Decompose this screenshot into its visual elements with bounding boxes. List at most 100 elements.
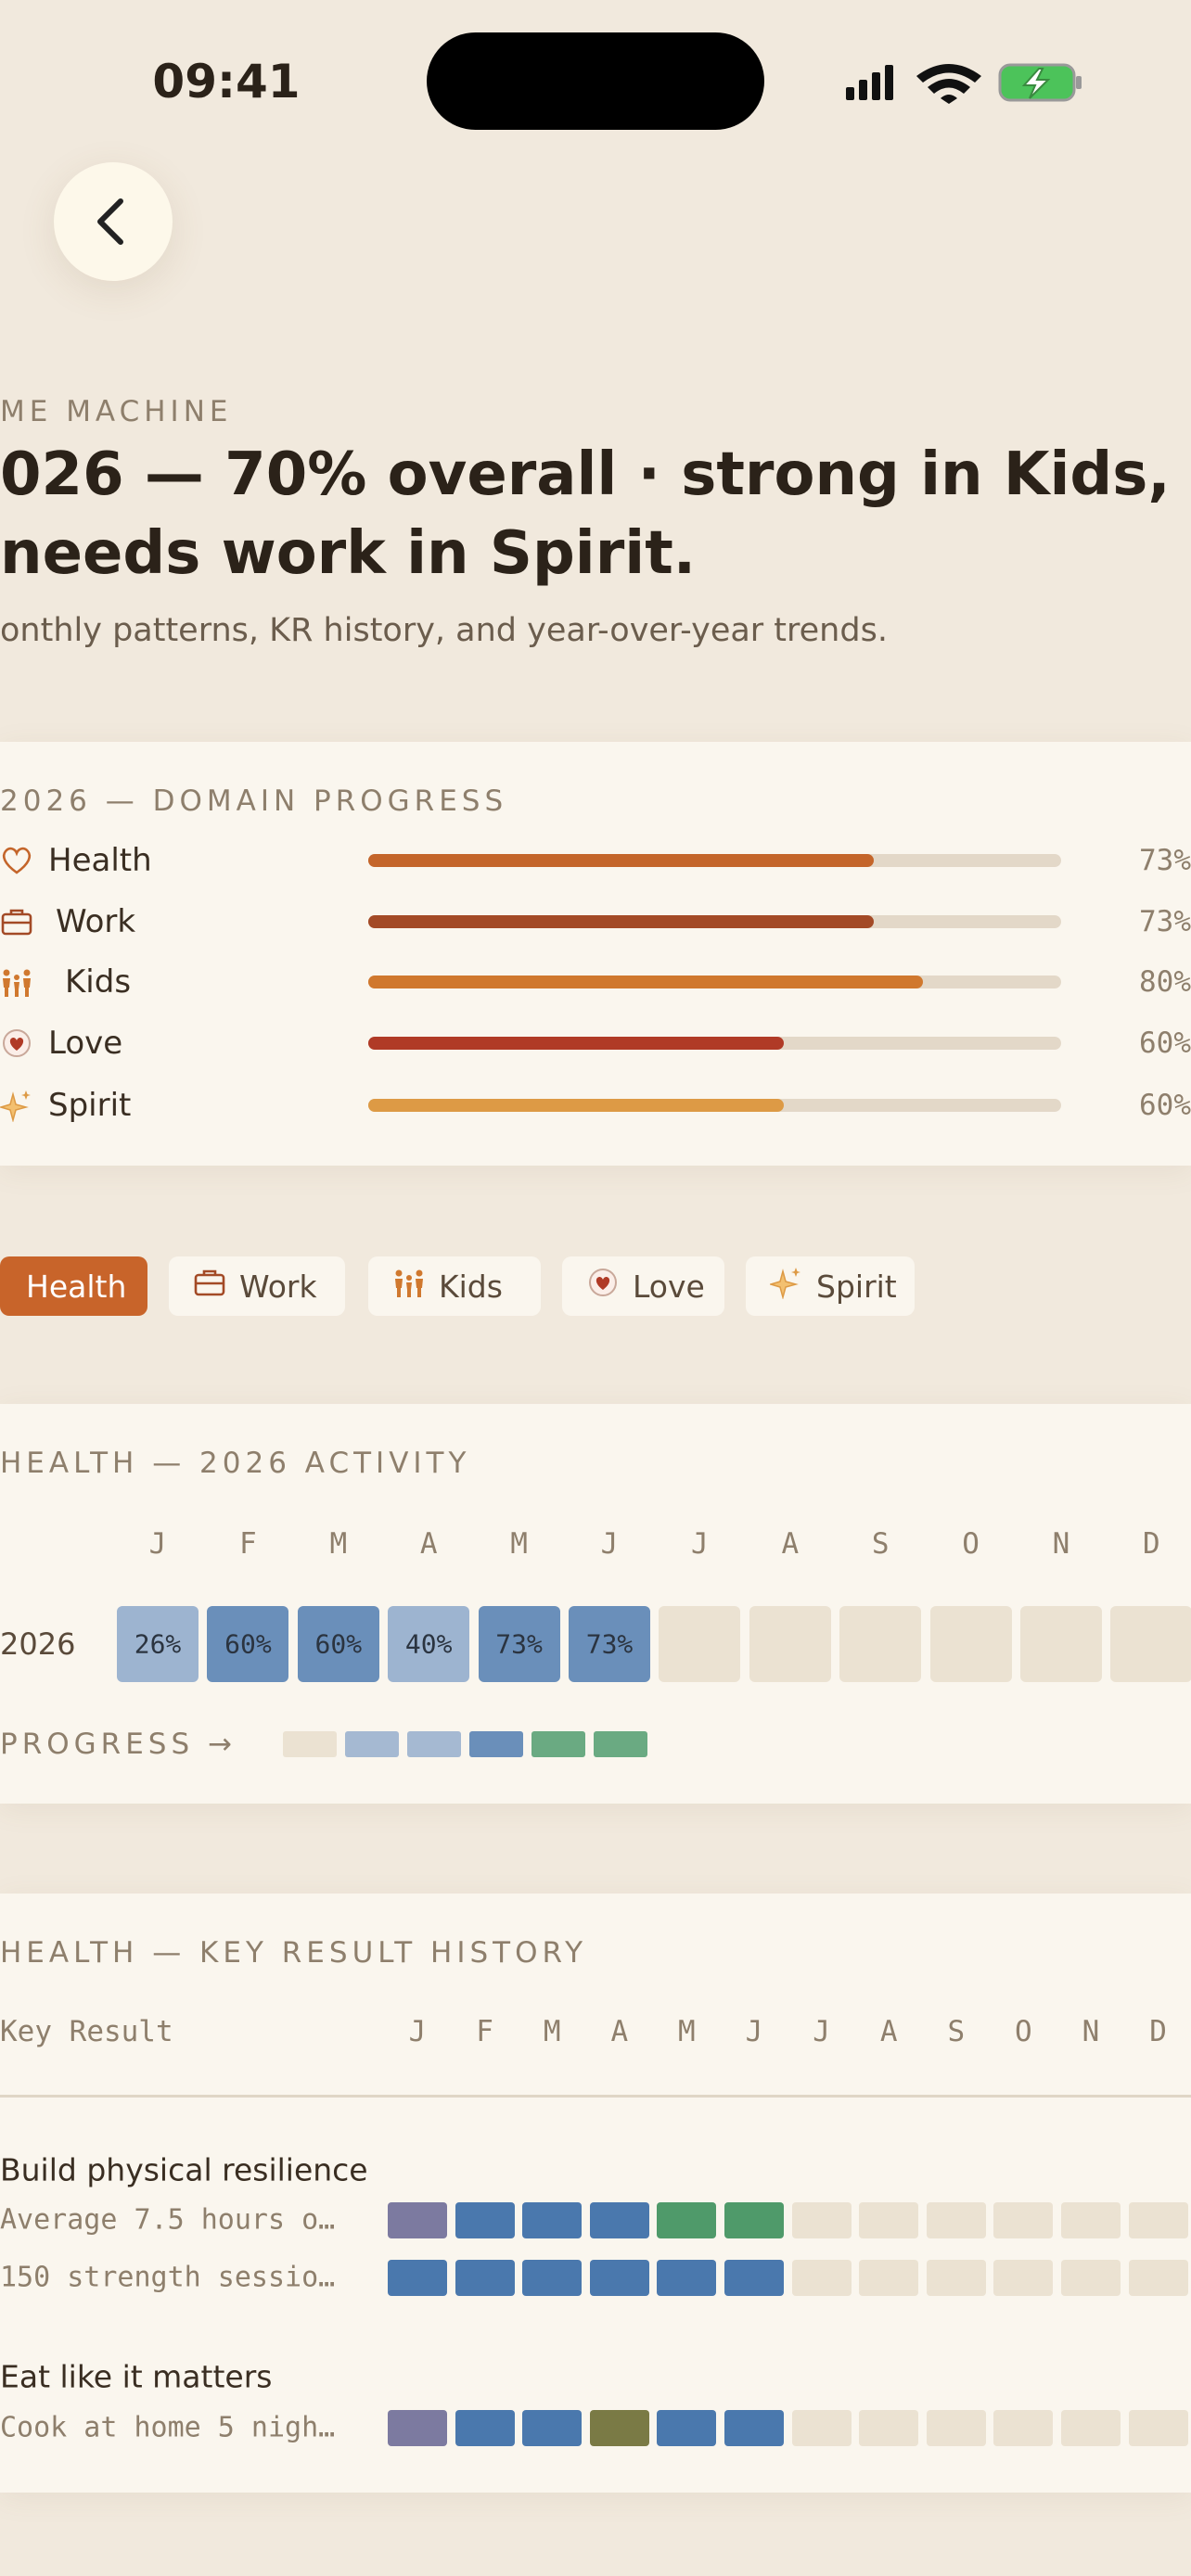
kr-cell (724, 2202, 784, 2238)
kr-history-card (0, 1894, 1191, 2493)
activity-cell (478, 1606, 560, 1682)
month-label: F (239, 1527, 257, 1561)
column-label: Key Result (0, 2015, 173, 2048)
activity-cell (297, 1606, 379, 1682)
kr-cell (522, 2410, 583, 2446)
activity-cell (1110, 1606, 1191, 1682)
kr-cell (589, 2260, 649, 2296)
month-label: F (476, 2015, 493, 2048)
month-label: D (1143, 1527, 1160, 1561)
kr-cell (657, 2202, 717, 2238)
subtitle: onthly patterns, KR history, and year-ov… (0, 612, 888, 649)
percent-label: 73% (1139, 905, 1191, 938)
tab-label: Work (239, 1268, 317, 1305)
month-label: A (879, 2015, 898, 2048)
tab-label: Spirit (816, 1268, 897, 1305)
kr-cell (657, 2410, 717, 2446)
kr-cell (589, 2410, 649, 2446)
kr-cell (926, 2202, 986, 2238)
kr-cell (791, 2202, 852, 2238)
card-title: HEALTH — 2026 ACTIVITY (0, 1447, 471, 1480)
month-label: M (329, 1527, 348, 1561)
cell-label: 60% (314, 1628, 363, 1660)
cell-label: 60% (224, 1628, 272, 1660)
bar (368, 976, 923, 988)
domain-name: Spirit (48, 1087, 132, 1124)
icon (0, 905, 33, 942)
kr-label: 150 strength sessio… (0, 2261, 336, 2294)
domain-name: Health (48, 842, 152, 879)
bar (368, 1099, 785, 1112)
progress-square (469, 1731, 523, 1757)
month-label: J (813, 2015, 830, 2048)
month-label: M (510, 1527, 528, 1561)
percent-label: 60% (1139, 1089, 1191, 1122)
month-label: M (678, 2015, 696, 2048)
cell-label: 26% (134, 1628, 182, 1660)
kr-cell (859, 2202, 919, 2238)
kr-cell (926, 2260, 986, 2296)
tab[interactable]: Love (562, 1256, 724, 1316)
tab-label: Kids (439, 1268, 503, 1305)
month-label: M (543, 2015, 561, 2048)
domain-progress-card (0, 742, 1191, 1166)
kr-cell (724, 2260, 784, 2296)
kr-cell (1061, 2202, 1121, 2238)
tab[interactable]: Kids (368, 1256, 541, 1316)
icon (0, 1089, 33, 1126)
kr-cell (993, 2410, 1054, 2446)
month-label: A (419, 1527, 438, 1561)
month-label: O (962, 1527, 980, 1561)
icon (0, 1027, 33, 1064)
kr-cell (791, 2410, 852, 2446)
tab[interactable]: Spirit (746, 1256, 915, 1316)
kr-cell (1061, 2410, 1121, 2446)
kr-cell (724, 2410, 784, 2446)
progress-square (283, 1731, 337, 1757)
month-label: A (610, 2015, 629, 2048)
tab-label: Health (26, 1268, 127, 1305)
activity-cell (929, 1606, 1012, 1682)
progress-square (531, 1731, 585, 1757)
kr-cell (859, 2410, 919, 2446)
card-title: 2026 — DOMAIN PROGRESS (0, 784, 508, 818)
activity-cell (207, 1606, 289, 1682)
activity-cell (659, 1606, 741, 1682)
kr-cell (1128, 2410, 1188, 2446)
kr-cell (522, 2202, 583, 2238)
percent-label: 73% (1139, 844, 1191, 877)
activity-cell (749, 1606, 831, 1682)
kr-label: Average 7.5 hours o… (0, 2203, 336, 2237)
kr-cell (589, 2202, 649, 2238)
kr-cell (859, 2260, 919, 2296)
kr-cell (1128, 2260, 1188, 2296)
kr-cell (993, 2202, 1054, 2238)
kr-label: Cook at home 5 nigh… (0, 2411, 336, 2444)
kr-cell (657, 2260, 717, 2296)
progress-label: PROGRESS → (0, 1728, 237, 1761)
kr-cell (455, 2410, 515, 2446)
activity-cell (569, 1606, 650, 1682)
month-label: J (148, 1527, 167, 1561)
domain-name: Work (56, 903, 136, 940)
back-button[interactable] (54, 162, 173, 281)
percent-label: 80% (1139, 965, 1191, 999)
group-name: Build physical resilience (0, 2151, 368, 2188)
bar (368, 1037, 785, 1050)
kr-cell (388, 2260, 447, 2296)
cell-label: 40% (404, 1628, 453, 1660)
cell-label: 73% (495, 1628, 543, 1660)
tab[interactable]: Work (169, 1256, 345, 1316)
cell-label: 73% (585, 1628, 634, 1660)
month-label: O (1015, 2015, 1032, 2048)
kr-cell (926, 2410, 986, 2446)
group-name: Eat like it matters (0, 2358, 273, 2395)
month-label: S (871, 1527, 890, 1561)
tab[interactable]: Health (0, 1256, 147, 1316)
progress-square (345, 1731, 399, 1757)
kr-cell (388, 2202, 447, 2238)
kr-cell (455, 2202, 515, 2238)
icon (193, 1266, 226, 1307)
month-label: J (600, 1527, 619, 1561)
kr-cell (522, 2260, 583, 2296)
